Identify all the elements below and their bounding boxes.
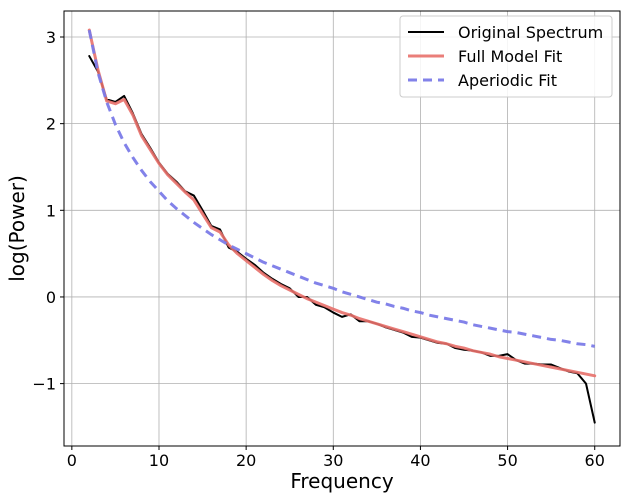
y-tick-label: 3: [46, 28, 56, 47]
legend-label: Full Model Fit: [458, 47, 562, 66]
y-tick-label: −1: [32, 375, 56, 394]
x-tick-label: 20: [236, 451, 256, 470]
x-axis-label: Frequency: [290, 469, 393, 493]
x-tick-label: 10: [149, 451, 169, 470]
plot-frame: [63, 10, 621, 447]
x-tick-label: 0: [67, 451, 77, 470]
series-layer: [87, 28, 597, 424]
y-tick-label: 2: [46, 115, 56, 134]
legend-box: [399, 15, 613, 98]
ticks: 0 10 20 30 40 50 60 −1 0 1 2 3: [32, 28, 605, 470]
y-axis-label: log(Power): [5, 175, 29, 282]
series-line-original-spectrum: [88, 55, 596, 424]
legend-label: Original Spectrum: [458, 23, 603, 42]
x-tick-label: 40: [410, 451, 430, 470]
x-tick-label: 30: [323, 451, 343, 470]
legend: Original Spectrum Full Model Fit Aperiodic…: [399, 15, 613, 98]
legend-label: Aperiodic Fit: [458, 71, 557, 90]
y-tick-label: 0: [46, 288, 56, 307]
series-line-aperiodic-fit: [87, 29, 596, 348]
x-tick-label: 60: [585, 451, 605, 470]
series-line-full-model-fit: [87, 28, 597, 378]
x-tick-label: 50: [497, 451, 517, 470]
y-tick-label: 1: [46, 201, 56, 220]
